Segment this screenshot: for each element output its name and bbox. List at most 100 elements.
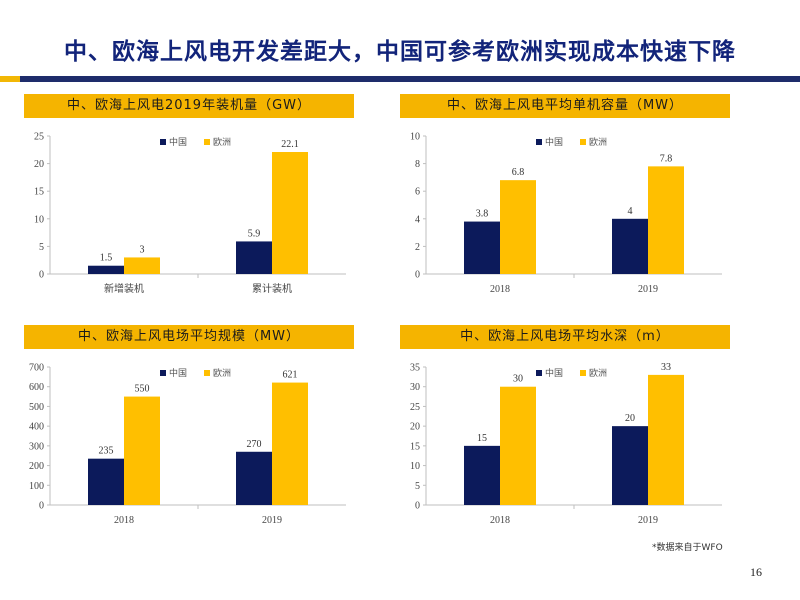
y-tick-label: 5 [39,242,44,253]
y-tick-label: 2 [415,242,420,253]
legend-swatch [160,370,166,376]
y-tick-label: 6 [415,187,420,198]
legend-label: 中国 [169,136,187,148]
x-tick-label: 新增装机 [104,282,144,295]
legend-label: 中国 [169,367,187,379]
chart-farm-scale: 0 100 200 300 400 500 600 700 2018 235 550 2019 270 6… [29,363,346,526]
chart-panel-water-depth: 中、欧海上风电场平均水深（m） 0 5 10 15 20 25 30 35 2018 15 30 20… [400,325,730,526]
bar-europe [124,257,160,274]
x-tick-label: 2018 [490,284,510,295]
data-label: 1.5 [100,253,113,264]
y-tick-label: 25 [34,132,44,143]
y-tick-label: 700 [29,363,44,374]
legend-label: 欧洲 [589,136,607,148]
x-tick-label: 2019 [638,284,658,295]
y-tick-label: 300 [29,441,44,452]
data-label: 270 [247,439,262,450]
data-label: 22.1 [281,139,299,150]
legend-swatch [536,370,542,376]
chart-title: 中、欧海上风电2019年装机量（GW） [24,94,354,118]
data-label: 33 [661,362,671,373]
bar-china [612,218,648,274]
data-label: 7.8 [660,153,673,164]
legend-swatch [160,139,166,145]
chart-title: 中、欧海上风电平均单机容量（MW） [400,94,730,118]
bar-europe [648,166,684,274]
legend-swatch [580,370,586,376]
y-tick-label: 15 [34,187,44,198]
x-tick-label: 2019 [262,515,282,526]
data-label: 5.9 [248,228,261,239]
chart-panel-installed-capacity: 中、欧海上风电2019年装机量（GW） 0 5 10 15 20 25 新增装机 1.5 3 累计… [24,94,354,295]
legend-label: 中国 [545,136,563,148]
bar-europe [500,386,536,505]
title-divider-accent [0,76,20,82]
x-tick-label: 2019 [638,515,658,526]
legend-swatch [580,139,586,145]
legend-swatch [536,139,542,145]
bar-china [88,265,124,274]
chart-installed-capacity: 0 5 10 15 20 25 新增装机 1.5 3 累计装机 5.9 22.1 中国 欧洲 [34,132,346,295]
y-tick-label: 35 [410,363,420,374]
data-source-footnote: *数据来自于WFO [652,543,723,553]
data-label: 3.8 [476,209,489,220]
y-tick-label: 15 [410,441,420,452]
bar-europe [272,382,308,505]
data-label: 3 [140,244,145,255]
data-label: 621 [283,370,298,381]
bar-china [236,451,272,505]
bar-china [464,221,500,274]
y-tick-label: 0 [39,270,44,281]
page-number: 16 [750,565,762,579]
y-tick-label: 30 [410,382,420,393]
y-tick-label: 8 [415,159,420,170]
title-divider [0,76,800,82]
x-tick-label: 2018 [490,515,510,526]
bar-china [236,241,272,274]
y-tick-label: 4 [415,214,420,225]
y-tick-label: 20 [34,159,44,170]
data-label: 550 [135,384,150,395]
page-title: 中、欧海上风电开发差距大，中国可参考欧洲实现成本快速下降 [64,39,736,65]
y-tick-label: 0 [39,501,44,512]
data-label: 235 [99,446,114,457]
y-tick-label: 0 [415,270,420,281]
y-tick-label: 600 [29,382,44,393]
chart-water-depth: 0 5 10 15 20 25 30 35 2018 15 30 2019 20 33 中国 欧洲 [410,362,722,526]
y-tick-label: 25 [410,402,420,413]
y-tick-label: 10 [410,132,420,143]
x-tick-label: 2018 [114,515,134,526]
chart-panel-unit-capacity: 中、欧海上风电平均单机容量（MW） 0 2 4 6 8 10 2018 3.8 6.8 2019 4… [400,94,730,295]
y-tick-label: 10 [34,214,44,225]
legend-label: 欧洲 [589,367,607,379]
chart-unit-capacity: 0 2 4 6 8 10 2018 3.8 6.8 2019 4 7.8 中国 欧洲 [410,132,722,295]
y-tick-label: 400 [29,422,44,433]
chart-title: 中、欧海上风电场平均水深（m） [400,325,730,349]
data-label: 6.8 [512,167,525,178]
legend-label: 中国 [545,367,563,379]
bar-europe [272,152,308,274]
bar-europe [500,180,536,274]
bar-europe [124,396,160,505]
data-label: 20 [625,413,635,424]
y-tick-label: 100 [29,481,44,492]
bar-europe [648,374,684,505]
y-tick-label: 200 [29,461,44,472]
bar-china [464,445,500,505]
data-label: 15 [477,433,487,444]
y-tick-label: 500 [29,402,44,413]
legend-label: 欧洲 [213,367,231,379]
y-tick-label: 10 [410,461,420,472]
x-tick-label: 累计装机 [252,282,292,295]
data-label: 30 [513,374,523,385]
legend-label: 欧洲 [213,136,231,148]
chart-panel-farm-scale: 中、欧海上风电场平均规模（MW） 0 100 200 300 400 500 600 700 2… [24,325,354,526]
y-tick-label: 0 [415,501,420,512]
legend-swatch [204,370,210,376]
bar-china [612,426,648,505]
bar-china [88,458,124,505]
y-tick-label: 5 [415,481,420,492]
data-label: 4 [628,206,633,217]
chart-title: 中、欧海上风电场平均规模（MW） [24,325,354,349]
legend-swatch [204,139,210,145]
